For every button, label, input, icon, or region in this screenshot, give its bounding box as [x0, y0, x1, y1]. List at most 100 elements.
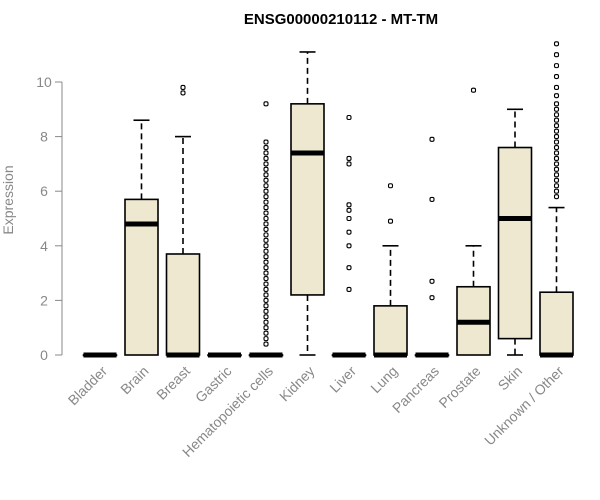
box-kidney	[290, 51, 325, 356]
outlier-point	[263, 297, 269, 303]
outlier-point	[263, 276, 269, 282]
outlier-point	[263, 330, 269, 336]
outlier-point	[387, 183, 394, 189]
outlier-point	[553, 194, 560, 200]
outlier-point	[263, 183, 269, 189]
outlier-point	[553, 123, 560, 129]
outlier-point	[553, 188, 560, 194]
x-tick-label: Breast	[153, 363, 193, 403]
outlier-point	[263, 292, 269, 298]
box-iqr	[290, 103, 325, 296]
outlier-point	[346, 161, 352, 167]
outlier-point	[263, 243, 269, 249]
outlier-point	[553, 172, 560, 178]
outlier-point	[180, 90, 186, 96]
outlier-point	[263, 199, 269, 205]
outlier-point	[263, 101, 269, 107]
outlier-point	[263, 254, 269, 260]
x-tick-label: Bladder	[65, 363, 111, 409]
outlier-point	[180, 84, 186, 91]
outlier-point	[346, 229, 352, 235]
outlier-point	[346, 243, 352, 249]
outlier-point	[553, 128, 560, 134]
outlier-point	[346, 286, 352, 293]
outlier-point	[553, 41, 560, 47]
box-unknown-other	[539, 41, 574, 358]
outlier-point	[263, 144, 269, 151]
box-iqr	[373, 305, 408, 356]
box-breast	[165, 84, 201, 358]
outlier-point	[553, 166, 560, 172]
outlier-point	[263, 139, 269, 145]
outlier-point	[553, 155, 560, 161]
outlier-point	[553, 183, 560, 189]
x-tick-label: Lung	[367, 363, 400, 396]
box-skin	[497, 108, 533, 356]
outlier-point	[346, 265, 352, 271]
outlier-point	[263, 232, 269, 238]
outlier-point	[263, 314, 269, 320]
x-tick-label: Unknown / Other	[481, 363, 567, 449]
outlier-point	[429, 196, 435, 202]
box-bladder	[82, 352, 118, 358]
outlier-point	[263, 150, 269, 156]
outlier-point	[263, 336, 269, 342]
x-tick-label: Brain	[117, 363, 151, 397]
outlier-point	[263, 319, 269, 325]
outlier-point	[553, 112, 560, 118]
y-tick-label: 6	[40, 183, 48, 199]
outlier-point	[263, 237, 269, 243]
outlier-point	[263, 303, 269, 309]
x-tick-label: Kidney	[276, 363, 318, 405]
outlier-point	[346, 202, 352, 208]
outlier-point	[263, 281, 269, 287]
box-liver	[331, 114, 367, 358]
outlier-point	[553, 161, 560, 167]
outlier-point	[263, 177, 269, 183]
outlier-point	[553, 106, 560, 112]
outlier-point	[553, 117, 560, 123]
outlier-point	[553, 73, 560, 80]
outlier-point	[263, 265, 269, 271]
outlier-point	[553, 63, 560, 69]
y-tick-label: 0	[40, 347, 48, 363]
outlier-point	[263, 308, 269, 314]
box-iqr	[539, 291, 574, 356]
outlier-point	[263, 259, 269, 265]
outlier-point	[263, 210, 269, 216]
box-prostate	[456, 87, 491, 356]
outlier-point	[553, 101, 560, 107]
outlier-point	[387, 218, 394, 224]
box-brain	[124, 119, 159, 356]
x-tick-label: Liver	[326, 363, 359, 396]
outlier-point	[263, 248, 269, 254]
box-iqr	[165, 253, 201, 356]
outlier-point	[346, 155, 352, 161]
outlier-point	[263, 194, 269, 200]
box-lung	[373, 183, 408, 358]
outlier-point	[263, 341, 269, 347]
y-tick-label: 2	[40, 292, 48, 308]
outlier-point	[263, 226, 269, 232]
y-tick-label: 10	[36, 74, 52, 90]
outlier-point	[553, 177, 560, 183]
y-axis: 0 2 4 6 8 10	[36, 74, 63, 363]
outlier-point	[553, 93, 560, 99]
outlier-point	[263, 172, 269, 178]
outlier-point	[263, 188, 269, 194]
y-tick-label: 4	[40, 238, 48, 254]
outlier-point	[553, 84, 560, 91]
y-tick-label: 8	[40, 129, 48, 145]
box-gastric	[207, 352, 242, 358]
outlier-point	[553, 52, 560, 58]
outlier-point	[263, 166, 269, 172]
chart-title: ENSG00000210112 - MT-TM	[244, 11, 438, 28]
outlier-point	[346, 114, 352, 121]
outlier-point	[263, 205, 269, 211]
box-pancreas	[414, 136, 450, 358]
box-hematopoietic-cells	[248, 101, 284, 358]
box-iqr	[497, 146, 533, 340]
outlier-point	[553, 134, 560, 140]
